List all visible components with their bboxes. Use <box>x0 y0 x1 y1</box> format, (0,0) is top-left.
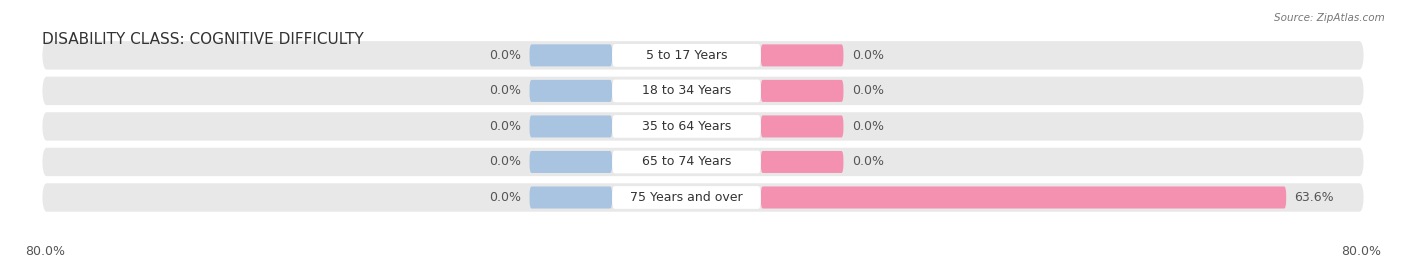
FancyBboxPatch shape <box>530 151 612 173</box>
Text: 0.0%: 0.0% <box>489 120 522 133</box>
Text: 18 to 34 Years: 18 to 34 Years <box>643 84 731 97</box>
Text: 0.0%: 0.0% <box>852 120 884 133</box>
Text: 75 Years and over: 75 Years and over <box>630 191 742 204</box>
FancyBboxPatch shape <box>612 80 761 102</box>
Text: 0.0%: 0.0% <box>852 84 884 97</box>
FancyBboxPatch shape <box>530 44 612 66</box>
Text: 0.0%: 0.0% <box>489 84 522 97</box>
FancyBboxPatch shape <box>761 80 844 102</box>
FancyBboxPatch shape <box>530 80 612 102</box>
FancyBboxPatch shape <box>612 115 761 138</box>
FancyBboxPatch shape <box>42 41 1364 70</box>
Text: 80.0%: 80.0% <box>1341 245 1381 258</box>
FancyBboxPatch shape <box>761 186 1286 208</box>
Text: 0.0%: 0.0% <box>489 49 522 62</box>
Text: 0.0%: 0.0% <box>489 191 522 204</box>
Text: 63.6%: 63.6% <box>1295 191 1334 204</box>
Text: 65 to 74 Years: 65 to 74 Years <box>641 155 731 168</box>
FancyBboxPatch shape <box>761 44 844 66</box>
FancyBboxPatch shape <box>761 115 844 137</box>
FancyBboxPatch shape <box>530 115 612 137</box>
FancyBboxPatch shape <box>530 186 612 208</box>
FancyBboxPatch shape <box>761 151 844 173</box>
FancyBboxPatch shape <box>42 112 1364 141</box>
Text: Source: ZipAtlas.com: Source: ZipAtlas.com <box>1274 13 1385 23</box>
Text: 0.0%: 0.0% <box>852 49 884 62</box>
FancyBboxPatch shape <box>42 183 1364 212</box>
Text: 0.0%: 0.0% <box>852 155 884 168</box>
FancyBboxPatch shape <box>612 44 761 67</box>
Text: 5 to 17 Years: 5 to 17 Years <box>645 49 727 62</box>
Text: 35 to 64 Years: 35 to 64 Years <box>643 120 731 133</box>
Text: 0.0%: 0.0% <box>489 155 522 168</box>
FancyBboxPatch shape <box>42 148 1364 176</box>
Text: DISABILITY CLASS: COGNITIVE DIFFICULTY: DISABILITY CLASS: COGNITIVE DIFFICULTY <box>42 32 364 47</box>
FancyBboxPatch shape <box>612 186 761 209</box>
Text: 80.0%: 80.0% <box>25 245 65 258</box>
FancyBboxPatch shape <box>612 151 761 173</box>
FancyBboxPatch shape <box>42 77 1364 105</box>
